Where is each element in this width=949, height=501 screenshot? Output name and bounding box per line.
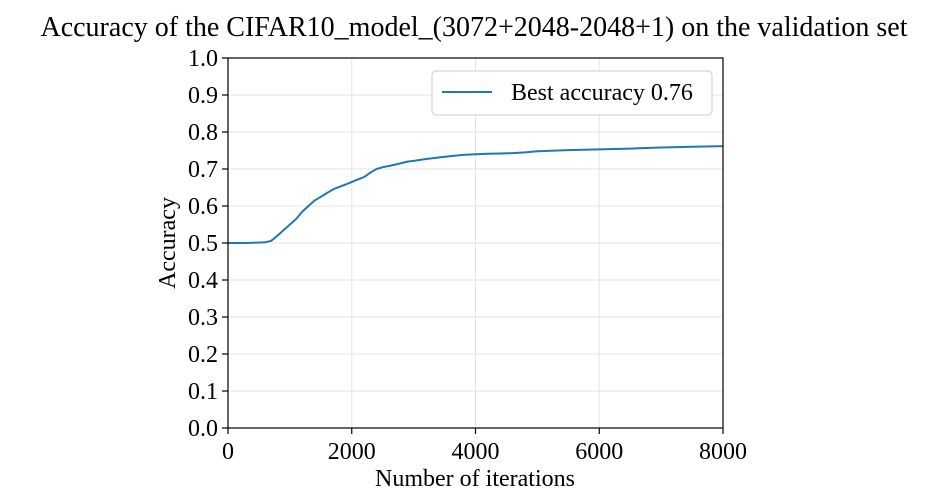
y-tick-label: 0.9 [188, 83, 218, 109]
legend-label: Best accuracy 0.76 [511, 80, 693, 106]
y-tick-label: 0.7 [188, 157, 218, 183]
y-tick-label: 0.4 [188, 268, 218, 294]
y-tick-label: 0.2 [188, 342, 218, 368]
legend-box [431, 70, 713, 116]
x-axis-label: Number of iterations [375, 466, 575, 492]
x-axis-ticks: 0 2000 4000 6000 8000 [222, 428, 747, 465]
x-tick-label: 8000 [699, 439, 747, 465]
plot-frame [227, 57, 724, 429]
x-tick-label: 4000 [452, 439, 500, 465]
x-tick-label: 2000 [328, 439, 376, 465]
y-tick-label: 0.1 [188, 379, 218, 405]
chart-title: Accuracy of the CIFAR10_model_(3072+2048… [40, 12, 907, 43]
legend: Best accuracy 0.76 [431, 70, 713, 116]
y-tick-label: 0.5 [188, 231, 218, 257]
y-tick-label: 1.0 [188, 46, 218, 72]
y-tick-label: 0.0 [188, 416, 218, 442]
series-line [228, 145, 724, 244]
x-tick-label: 6000 [575, 439, 623, 465]
y-tick-label: 0.8 [188, 120, 218, 146]
y-tick-label: 0.3 [188, 305, 218, 331]
x-tick-label: 0 [222, 439, 234, 465]
y-axis-ticks: 0.0 0.1 0.2 0.3 0.4 0.5 0.6 0.7 0.8 0.9 1.0 [188, 46, 228, 442]
y-tick-label: 0.6 [188, 194, 218, 220]
y-axis-label: Accuracy [155, 197, 181, 289]
